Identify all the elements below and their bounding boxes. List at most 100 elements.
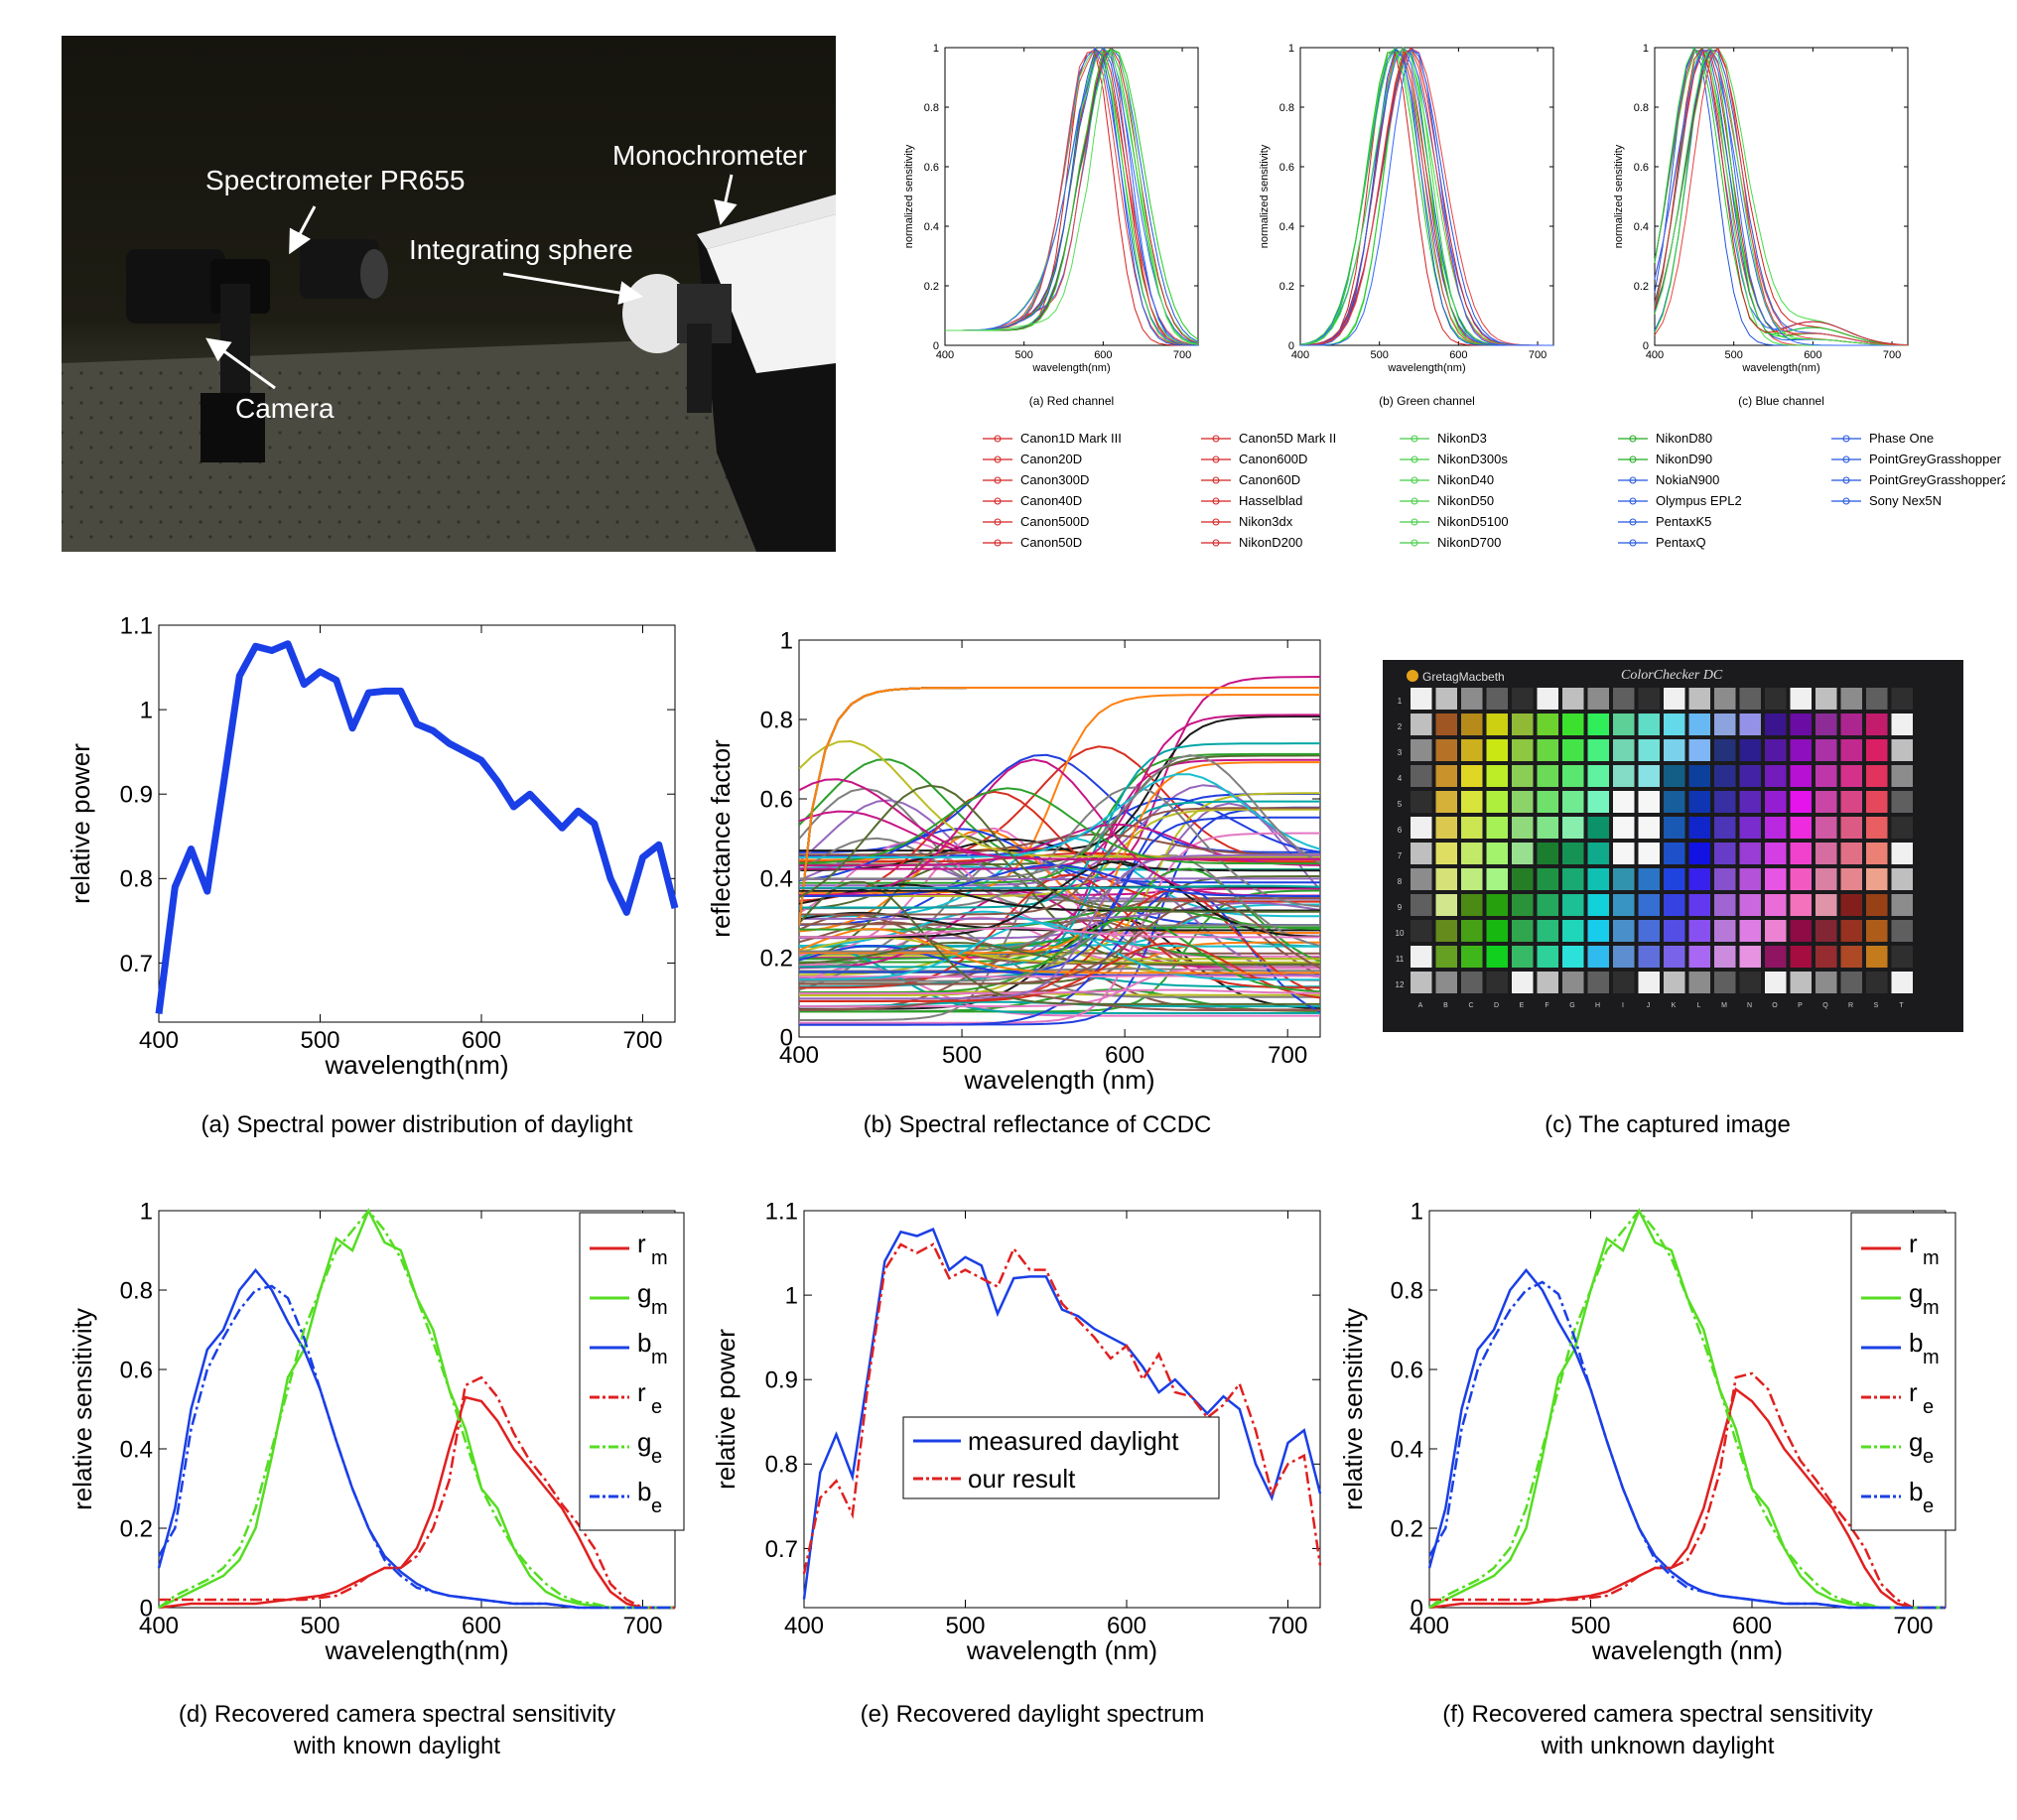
y-tick-label: 0.4 — [120, 1436, 153, 1463]
legend-entry: NikonD300s — [1437, 452, 1508, 466]
y-tick-label: 1 — [1288, 43, 1294, 55]
color-patch — [1613, 765, 1635, 787]
legend-marker — [1629, 435, 1637, 443]
y-tick-label: 0 — [1411, 1595, 1423, 1622]
series-line — [157, 1268, 675, 1610]
table-hole — [119, 371, 123, 375]
table-hole — [645, 475, 649, 479]
color-patch — [1461, 688, 1483, 710]
table-hole — [576, 431, 580, 435]
legend-marker — [1212, 518, 1220, 526]
color-patch — [1613, 688, 1635, 710]
reflectance-curve — [799, 992, 1320, 1012]
color-patch — [1461, 972, 1483, 993]
y-tick-label: 0 — [1288, 340, 1294, 352]
color-patch — [1613, 791, 1635, 813]
table-hole — [645, 416, 649, 420]
legend-marker — [994, 497, 1002, 505]
table-hole — [605, 386, 609, 390]
table-hole — [655, 460, 659, 464]
table-hole — [69, 535, 73, 539]
table-hole — [596, 460, 600, 464]
row-label: 8 — [1398, 877, 1403, 886]
table-hole — [218, 490, 222, 494]
color-patch — [1714, 972, 1736, 993]
col-label: L — [1697, 1002, 1701, 1009]
reflectance-curve — [799, 988, 1320, 994]
color-patch — [1512, 946, 1534, 968]
table-hole — [615, 520, 619, 524]
color-patch — [1840, 765, 1862, 787]
legend-entry: b — [1909, 1328, 1923, 1358]
color-patch — [1537, 688, 1558, 710]
table-hole — [496, 520, 500, 524]
table-hole — [407, 446, 411, 450]
table-hole — [605, 505, 609, 509]
table-hole — [437, 401, 441, 405]
color-patch — [1815, 868, 1837, 890]
table-hole — [635, 431, 639, 435]
x-tick-label: 500 — [945, 1613, 985, 1639]
y-tick-label: 0.2 — [760, 945, 793, 972]
color-patch — [1790, 688, 1812, 710]
color-patch — [1512, 972, 1534, 993]
legend-marker — [1411, 455, 1418, 463]
legend-entry: Canon60D — [1239, 472, 1300, 487]
color-patch — [1613, 714, 1635, 735]
legend-marker — [1842, 455, 1850, 463]
color-patch — [1866, 894, 1888, 916]
color-patch — [1664, 843, 1685, 864]
legend-marker — [1842, 435, 1850, 443]
color-patch — [1512, 894, 1534, 916]
legend-entry: Canon1D Mark III — [1020, 431, 1122, 446]
legend-entry: r — [637, 1377, 646, 1407]
color-patch — [1587, 688, 1609, 710]
camera-curve — [1654, 47, 1909, 346]
y-tick-label: 0.7 — [765, 1536, 798, 1563]
table-hole — [407, 505, 411, 509]
color-patch — [1815, 791, 1837, 813]
color-patch — [1562, 714, 1584, 735]
table-hole — [496, 371, 500, 375]
table-hole — [347, 475, 351, 479]
color-patch — [1866, 843, 1888, 864]
color-patch — [1739, 843, 1761, 864]
color-patch — [1638, 894, 1660, 916]
y-tick-label: 0.4 — [1634, 221, 1649, 233]
y-tick-label: 1 — [140, 698, 153, 724]
table-hole — [189, 535, 193, 539]
table-hole — [437, 431, 441, 435]
color-patch — [1613, 817, 1635, 839]
color-patch — [1739, 972, 1761, 993]
y-tick-label: 1 — [780, 627, 793, 654]
table-hole — [645, 505, 649, 509]
table-hole — [199, 371, 202, 375]
table-hole — [318, 431, 322, 435]
table-hole — [566, 535, 570, 539]
color-patch — [1866, 972, 1888, 993]
legend-box — [1850, 1212, 1956, 1531]
table-hole — [179, 490, 183, 494]
color-patch — [1664, 765, 1685, 787]
row-label: 3 — [1398, 748, 1403, 757]
table-hole — [199, 490, 202, 494]
table-hole — [625, 446, 629, 450]
table-hole — [635, 371, 639, 375]
col-label: I — [1622, 1002, 1624, 1009]
legend-entry: g — [637, 1278, 651, 1308]
table-hole — [278, 490, 282, 494]
table-hole — [476, 460, 480, 464]
color-patch — [1664, 714, 1685, 735]
table-hole — [387, 535, 391, 539]
col-label: M — [1721, 1002, 1727, 1009]
caption-a: (a) Spectral power distribution of dayli… — [201, 1111, 633, 1138]
table-hole — [744, 535, 748, 539]
table-hole — [437, 371, 441, 375]
table-hole — [387, 416, 391, 420]
color-patch — [1537, 765, 1558, 787]
table-hole — [576, 460, 580, 464]
y-tick-label: 0.9 — [120, 782, 153, 809]
table-hole — [685, 505, 689, 509]
table-hole — [437, 460, 441, 464]
table-hole — [496, 490, 500, 494]
